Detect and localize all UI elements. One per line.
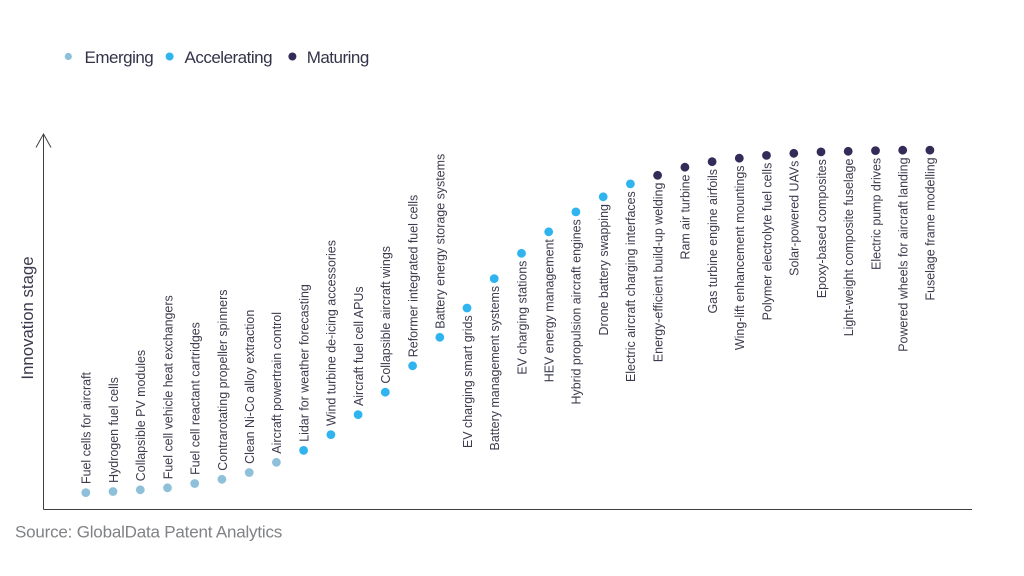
svg-text:Drone battery swapping: Drone battery swapping <box>597 204 611 335</box>
svg-text:Clean Ni-Co alloy extraction: Clean Ni-Co alloy extraction <box>243 310 257 464</box>
svg-text:Emerging: Emerging <box>85 48 154 67</box>
svg-text:Solar-powered UAVs: Solar-powered UAVs <box>788 161 802 276</box>
svg-text:Source: GlobalData Patent Anal: Source: GlobalData Patent Analytics <box>15 523 282 542</box>
svg-text:HEV energy management: HEV energy management <box>543 239 557 383</box>
svg-text:Collapsible PV modules: Collapsible PV modules <box>134 350 148 481</box>
svg-text:Epoxy-based composites: Epoxy-based composites <box>815 159 829 298</box>
svg-text:Lidar for weather forecasting: Lidar for weather forecasting <box>297 284 311 442</box>
svg-text:Fuel cells for aircraft: Fuel cells for aircraft <box>80 371 94 484</box>
svg-text:Hydrogen fuel cells: Hydrogen fuel cells <box>107 377 121 483</box>
svg-text:EV charging smart grids: EV charging smart grids <box>461 315 475 448</box>
svg-text:Aircraft powertrain control: Aircraft powertrain control <box>270 312 284 454</box>
svg-text:Innovation stage: Innovation stage <box>18 256 37 379</box>
svg-text:Energy-efficient build-up weld: Energy-efficient build-up welding <box>651 183 665 363</box>
svg-text:Light-weight composite fuselag: Light-weight composite fuselage <box>842 159 856 337</box>
svg-text:Hybrid propulsion aircraft eng: Hybrid propulsion aircraft engines <box>570 219 584 404</box>
svg-text:Powered wheels for aircraft la: Powered wheels for aircraft landing <box>897 157 911 351</box>
svg-text:Battery management systems: Battery management systems <box>488 286 502 451</box>
svg-text:Wind turbine de-icing accessor: Wind turbine de-icing accessories <box>325 240 339 426</box>
svg-text:Fuel cell reactant cartridges: Fuel cell reactant cartridges <box>189 322 203 475</box>
svg-text:Reformer integrated fuel cells: Reformer integrated fuel cells <box>406 195 420 357</box>
svg-text:Accelerating: Accelerating <box>185 48 273 67</box>
svg-text:Battery energy storage systems: Battery energy storage systems <box>434 154 448 329</box>
svg-text:Ram air turbine: Ram air turbine <box>679 174 693 259</box>
svg-text:Collapsible aircraft wings: Collapsible aircraft wings <box>379 246 393 384</box>
svg-text:EV charging stations: EV charging stations <box>515 261 529 375</box>
svg-text:Contrarotating propeller spinn: Contrarotating propeller spinners <box>216 290 230 471</box>
svg-text:Fuselage frame modelling: Fuselage frame modelling <box>924 157 938 300</box>
svg-text:Fuel cell vehicle heat exchang: Fuel cell vehicle heat exchangers <box>161 295 175 479</box>
svg-text:Wing-lift enhancement mounting: Wing-lift enhancement mountings <box>733 166 747 351</box>
svg-text:Maturing: Maturing <box>307 48 369 67</box>
svg-text:Aircraft fuel cell APUs: Aircraft fuel cell APUs <box>352 286 366 406</box>
svg-text:Electric pump drives: Electric pump drives <box>869 158 883 270</box>
svg-text:Polymer electrolyte fuel cells: Polymer electrolyte fuel cells <box>760 163 774 321</box>
svg-text:Gas turbine engine airfoils: Gas turbine engine airfoils <box>706 169 720 314</box>
svg-text:Electric aircraft charging int: Electric aircraft charging interfaces <box>624 191 638 382</box>
